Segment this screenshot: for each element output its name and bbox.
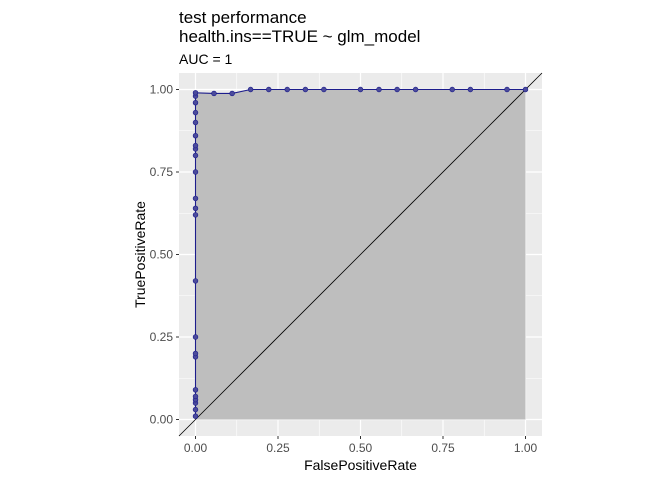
- roc-point: [229, 90, 235, 97]
- roc-point: [192, 387, 199, 393]
- x-tick-label: 0.75: [431, 441, 455, 455]
- y-tick-label: 1.00: [150, 83, 174, 97]
- y-axis-title: TruePositiveRate: [132, 201, 148, 308]
- x-axis-title: FalsePositiveRate: [304, 457, 417, 473]
- roc-point: [192, 133, 199, 139]
- roc-point: [192, 350, 199, 357]
- auc-annotation: AUC = 1: [179, 51, 233, 67]
- roc-point: [376, 86, 382, 93]
- y-tick-label: 0.75: [150, 165, 174, 179]
- roc-point: [266, 86, 272, 93]
- y-tick-label: 0.25: [150, 330, 174, 344]
- x-tick-label: 1.00: [514, 441, 538, 455]
- y-tick-label: 0.50: [150, 248, 174, 262]
- x-tick-label: 0.25: [266, 441, 290, 455]
- roc-point: [192, 413, 199, 419]
- roc-point: [449, 86, 455, 93]
- roc-point: [302, 86, 309, 93]
- roc-point: [284, 86, 290, 93]
- roc-point: [192, 90, 199, 96]
- roc-point: [192, 109, 199, 116]
- roc-point: [211, 90, 217, 97]
- roc-point: [192, 119, 199, 126]
- roc-point: [504, 86, 510, 93]
- x-axis-ticks: 0.00 0.25 0.50 0.75 1.00: [184, 436, 538, 455]
- roc-point: [192, 142, 199, 149]
- roc-point: [247, 86, 254, 93]
- chart-subtitle: health.ins==TRUE ~ glm_model: [179, 27, 420, 46]
- roc-point: [192, 99, 199, 106]
- roc-point: [357, 86, 364, 93]
- roc-point: [394, 86, 400, 93]
- roc-points: [192, 86, 529, 419]
- chart-title: test performance: [179, 8, 307, 27]
- y-tick-label: 0.00: [150, 413, 174, 427]
- roc-point: [192, 278, 199, 284]
- x-tick-label: 0.00: [184, 441, 208, 455]
- roc-point: [192, 152, 199, 159]
- roc-point: [192, 195, 199, 202]
- roc-point: [192, 406, 199, 413]
- roc-point: [192, 393, 199, 400]
- roc-point: [522, 86, 529, 93]
- roc-point: [192, 212, 199, 218]
- roc-point: [192, 169, 199, 175]
- roc-point: [467, 86, 474, 93]
- x-tick-label: 0.50: [349, 441, 373, 455]
- diagonal-line: [178, 72, 543, 437]
- roc-point: [412, 86, 419, 93]
- y-axis-ticks: 0.00 0.25 0.50 0.75 1.00: [150, 83, 179, 427]
- roc-point: [192, 334, 199, 340]
- roc-point: [321, 86, 327, 93]
- roc-point: [192, 205, 199, 212]
